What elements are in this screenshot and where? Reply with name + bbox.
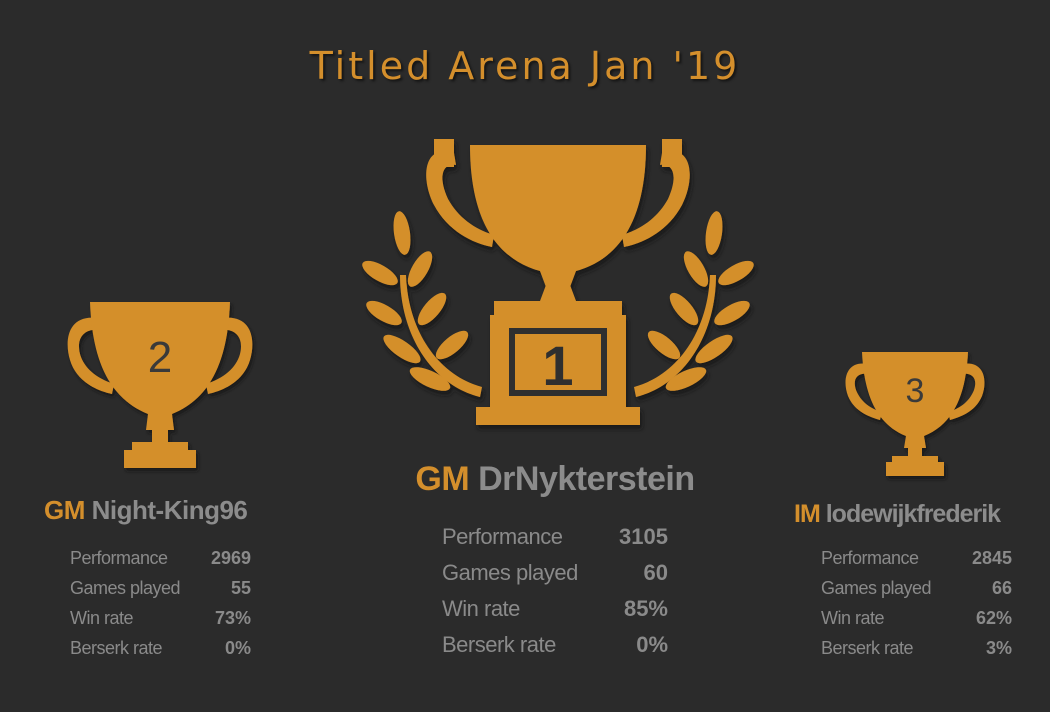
- stat-label: Performance: [821, 548, 919, 568]
- stat-value: 3%: [985, 638, 1012, 658]
- rank-number-third: 3: [906, 372, 925, 410]
- stat-row-win-rate: Win rate 73%: [70, 608, 251, 638]
- stat-label: Berserk rate: [70, 638, 163, 658]
- trophy-icon-second: 2: [62, 298, 258, 476]
- stat-row-berserk-rate: Berserk rate 0%: [442, 632, 668, 668]
- stat-row-win-rate: Win rate 62%: [821, 608, 1012, 638]
- stat-label: Berserk rate: [442, 632, 556, 657]
- stat-label: Games played: [70, 578, 181, 598]
- stats-third: Performance 2845 Games played 66 Win rat…: [821, 548, 1012, 668]
- stat-label: Berserk rate: [821, 638, 914, 658]
- page-title: Titled Arena Jan '19: [309, 44, 741, 88]
- player-username: Night-King96: [91, 495, 248, 525]
- stat-value: 55: [230, 578, 251, 598]
- stat-row-games-played: Games played 60: [442, 560, 668, 596]
- player-name-second[interactable]: GM Night-King96: [44, 495, 248, 526]
- player-name-third[interactable]: IM lodewijkfrederik: [794, 500, 1001, 529]
- stat-label: Win rate: [821, 608, 885, 628]
- player-title: IM: [794, 500, 821, 528]
- stat-row-performance: Performance 2845: [821, 548, 1012, 578]
- stat-value: 2969: [210, 548, 251, 568]
- stat-row-performance: Performance 2969: [70, 548, 251, 578]
- stat-value: 0%: [224, 638, 251, 658]
- player-username: DrNykterstein: [478, 460, 695, 498]
- stat-row-performance: Performance 3105: [442, 524, 668, 560]
- stat-label: Games played: [821, 578, 932, 598]
- rank-number-first: 1: [542, 334, 573, 397]
- stats-second: Performance 2969 Games played 55 Win rat…: [70, 548, 251, 668]
- player-username: lodewijkfrederik: [825, 500, 1001, 528]
- trophy-icon-third: 3: [842, 348, 988, 478]
- stat-value: 66: [991, 578, 1012, 598]
- stat-value: 73%: [214, 608, 251, 628]
- stat-row-games-played: Games played 66: [821, 578, 1012, 608]
- stat-label: Performance: [70, 548, 168, 568]
- stat-row-win-rate: Win rate 85%: [442, 596, 668, 632]
- player-title: GM: [44, 495, 85, 525]
- stats-first: Performance 3105 Games played 60 Win rat…: [442, 524, 668, 668]
- player-title: GM: [415, 460, 470, 498]
- rank-number-second: 2: [148, 333, 172, 382]
- player-name-first[interactable]: GM DrNykterstein: [0, 460, 1050, 499]
- stat-label: Performance: [442, 524, 563, 549]
- stat-value: 60: [643, 560, 668, 585]
- stat-value: 62%: [975, 608, 1012, 628]
- stat-row-berserk-rate: Berserk rate 0%: [70, 638, 251, 668]
- plaque: [509, 328, 607, 396]
- stat-value: 2845: [971, 548, 1012, 568]
- trophy-icon-first: 1: [362, 135, 754, 430]
- stat-label: Win rate: [442, 596, 520, 621]
- stat-value: 0%: [636, 632, 668, 657]
- stat-value: 85%: [623, 596, 668, 621]
- stat-row-games-played: Games played 55: [70, 578, 251, 608]
- stat-label: Win rate: [70, 608, 134, 628]
- stat-label: Games played: [442, 560, 578, 585]
- stat-row-berserk-rate: Berserk rate 3%: [821, 638, 1012, 668]
- stat-value: 3105: [619, 524, 668, 549]
